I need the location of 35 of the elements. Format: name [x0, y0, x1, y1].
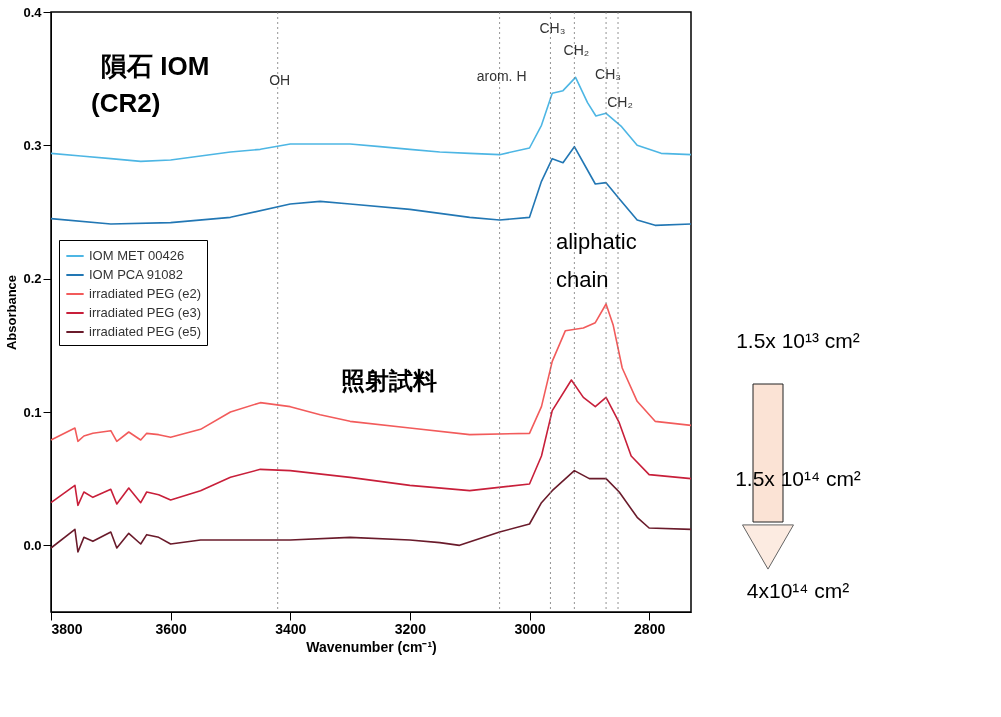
ref-line-label: CH₃: [539, 20, 566, 36]
ref-line-label: CH₂: [563, 42, 590, 58]
ref-line-label: CH₃: [595, 66, 622, 82]
legend-label: IOM MET 00426: [89, 248, 185, 263]
text: 1.5x 10¹³ cm²: [736, 329, 860, 352]
legend-label: irradiated PEG (e3): [89, 305, 201, 320]
y-tick-label: 0.1: [23, 404, 42, 420]
legend-label: IOM PCA 91082: [89, 267, 183, 282]
x-tick-label: 3400: [275, 620, 307, 637]
legend-label: irradiated PEG (e5): [89, 324, 201, 339]
x-tick-label: 3200: [394, 620, 427, 637]
ref-line-label: CH₂: [607, 94, 633, 110]
annotation: 隕石 IOM: [101, 51, 210, 81]
y-tick-label: 0.3: [23, 137, 42, 153]
annotation: aliphatic: [556, 229, 637, 254]
ref-line-label: arom. H: [476, 68, 527, 84]
ref-line-label: OH: [269, 72, 291, 88]
y-tick-label: 0.0: [23, 537, 42, 553]
x-axis-title: Wavenumber (cm⁻¹): [306, 638, 437, 655]
annotation: chain: [556, 267, 609, 292]
x-tick-label: 3000: [514, 620, 546, 637]
annotation: (CR2): [91, 88, 161, 118]
x-tick-label: 2800: [634, 620, 666, 637]
line-series: [50, 469, 692, 553]
annotation: 照射試料: [341, 367, 437, 394]
x-tick-label: 3600: [155, 620, 187, 637]
y-axis-title: Absorbance: [4, 274, 20, 351]
text: 1.5x 10¹⁴ cm²: [735, 467, 861, 490]
y-tick-label: 0.2: [23, 271, 42, 287]
text: 4x10¹⁴ cm²: [746, 579, 850, 602]
x-tick-label: 3800: [51, 620, 83, 637]
y-tick-label: 0.4: [23, 4, 43, 20]
line-series: [50, 145, 692, 227]
legend-label: irradiated PEG (e2): [89, 286, 201, 301]
line-series: [50, 303, 692, 443]
